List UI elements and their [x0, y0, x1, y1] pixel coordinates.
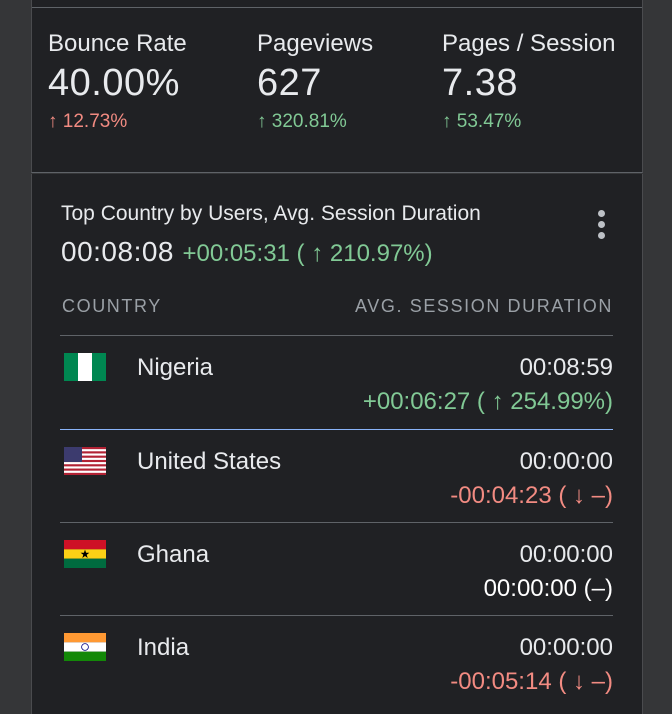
country-name: India — [137, 634, 190, 661]
session-duration: 00:08:59 — [519, 354, 613, 381]
duration-change: +00:06:27 ( ↑ 254.99%) — [362, 388, 613, 415]
table-row[interactable]: United States 00:00:00 -00:04:23 ( ↓ –) — [60, 429, 613, 523]
metric-label: Pages / Session — [442, 30, 616, 57]
column-header-duration[interactable]: AVG. SESSION DURATION — [355, 296, 613, 316]
nigeria-flag-icon — [64, 353, 106, 381]
duration-change: -00:04:23 ( ↓ –) — [450, 482, 613, 509]
metric-value: 627 — [257, 62, 322, 104]
card-title: Top Country by Users, Avg. Session Durat… — [61, 202, 481, 225]
metric-value: 7.38 — [442, 62, 518, 104]
table-row[interactable]: Nigeria 00:08:59 +00:06:27 ( ↑ 254.99%) — [60, 335, 613, 429]
country-name: United States — [137, 448, 282, 475]
session-duration: 00:00:00 — [519, 541, 613, 568]
session-duration: 00:00:00 — [519, 448, 613, 475]
metric-pageviews[interactable]: Pageviews 627 ↑ 320.81% — [257, 30, 373, 133]
country-name: Ghana — [137, 541, 210, 568]
more-options-icon[interactable] — [596, 210, 606, 244]
metric-delta: ↑ 12.73% — [48, 111, 128, 132]
headline-change: +00:05:31 ( ↑ 210.97%) — [182, 240, 433, 267]
metric-label: Pageviews — [257, 30, 374, 57]
ghana-flag-icon — [64, 540, 106, 568]
metric-bounce-rate[interactable]: Bounce Rate 40.00% ↑ 12.73% — [48, 30, 187, 133]
duration-change: 00:00:00 (–) — [483, 575, 613, 602]
metric-delta: ↑ 53.47% — [442, 111, 522, 132]
india-flag-icon — [64, 633, 106, 661]
headline: 00:08:08 +00:05:31 ( ↑ 210.97%) — [61, 236, 433, 268]
metrics-card: Bounce Rate 40.00% ↑ 12.73% Pageviews 62… — [31, 0, 643, 173]
metric-value: 40.00% — [48, 62, 180, 104]
card-divider — [32, 7, 642, 8]
column-header-country[interactable]: COUNTRY — [62, 296, 162, 316]
usa-flag-icon — [64, 447, 106, 475]
table-row[interactable]: Ghana 00:00:00 00:00:00 (–) — [60, 522, 613, 616]
session-duration: 00:00:00 — [519, 634, 613, 661]
duration-change: -00:05:14 ( ↓ –) — [450, 668, 613, 695]
metric-pages-per-session[interactable]: Pages / Session 7.38 ↑ 53.47% — [442, 30, 615, 133]
top-country-card: Top Country by Users, Avg. Session Durat… — [31, 174, 643, 714]
table-row[interactable]: India 00:00:00 -00:05:14 ( ↓ –) — [60, 615, 613, 709]
metric-delta: ↑ 320.81% — [257, 111, 347, 132]
headline-value: 00:08:08 — [61, 236, 174, 267]
country-name: Nigeria — [137, 354, 214, 381]
metric-label: Bounce Rate — [48, 30, 187, 57]
